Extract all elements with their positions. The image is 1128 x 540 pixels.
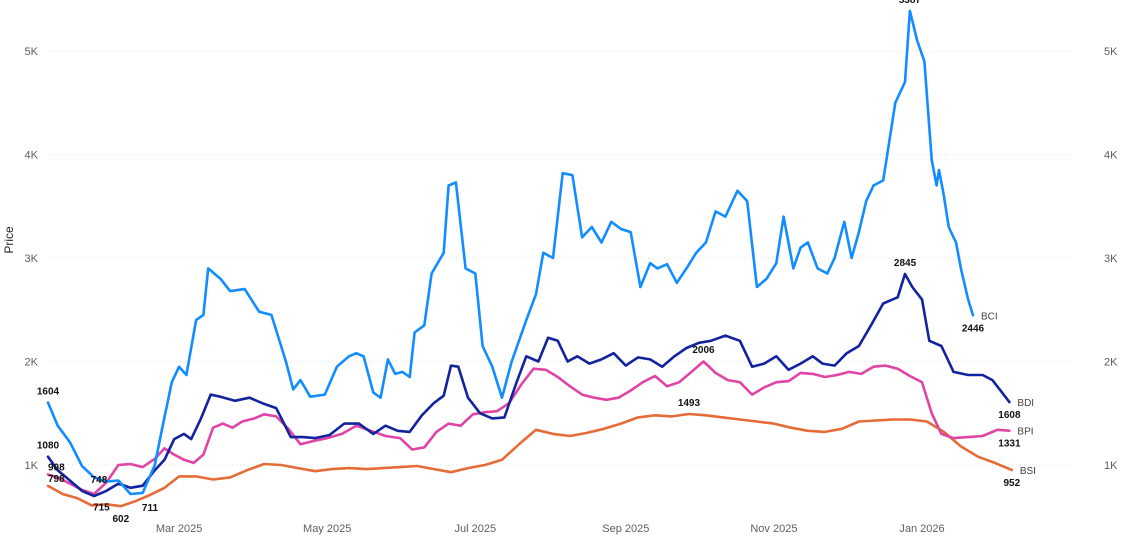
y-tick-left: 5K — [25, 46, 39, 58]
data-label-bsi: 952 — [1003, 478, 1020, 489]
data-label-bci: 1604 — [37, 386, 60, 397]
data-label-bci: 2446 — [962, 323, 985, 334]
y-axis-right: 1K 2K 3K 4K 5K — [1104, 46, 1118, 472]
data-label-bsi: 711 — [142, 503, 159, 514]
x-tick: Jan 2026 — [899, 523, 944, 535]
gridlines — [48, 50, 1072, 466]
y-tick-left: 1K — [25, 460, 39, 472]
series-line-bsi — [46, 412, 1014, 508]
y-tick-left: 4K — [25, 150, 39, 162]
x-tick: Nov 2025 — [750, 523, 797, 535]
data-label-bdi: 1608 — [998, 410, 1021, 421]
series-label-bpi: BPI — [1017, 427, 1033, 438]
data-label-bpi: 908 — [48, 463, 65, 474]
data-label-bci: 5387 — [899, 0, 922, 6]
data-label-bsi: 715 — [93, 502, 110, 513]
series-label-bsi: BSI — [1020, 466, 1036, 477]
data-label-bdi: 1080 — [37, 441, 60, 452]
data-label-bdi: 602 — [112, 514, 129, 525]
data-label-bsi: 798 — [48, 474, 65, 485]
x-tick: Mar 2025 — [156, 523, 202, 535]
y-tick-left: 2K — [25, 357, 39, 369]
series-line-bpi — [46, 360, 1011, 496]
y-tick-right: 2K — [1104, 357, 1118, 369]
y-axis-left: 1K 2K 3K 4K 5K — [25, 46, 39, 472]
x-axis: Mar 2025 May 2025 Jul 2025 Sep 2025 Nov 2025… — [156, 523, 945, 535]
x-tick: Sep 2025 — [602, 523, 649, 535]
series-label-bci: BCI — [981, 311, 998, 322]
data-label-bdi: 2845 — [894, 258, 917, 269]
y-tick-right: 1K — [1104, 460, 1118, 472]
series-label-bdi: BDI — [1017, 398, 1034, 409]
series-end-labels: BCI BDI BPI BSI — [981, 311, 1036, 477]
y-axis-title: Price — [2, 226, 16, 254]
data-label-bsi: 1493 — [678, 398, 701, 409]
data-label-bpi: 2006 — [692, 345, 715, 356]
data-label-bpi: 1331 — [998, 439, 1021, 450]
y-tick-right: 5K — [1104, 46, 1118, 58]
series-line-bci — [46, 9, 975, 496]
data-label-bci: 748 — [91, 475, 108, 486]
x-tick: May 2025 — [303, 523, 351, 535]
series-line-bdi — [46, 272, 1011, 498]
y-tick-right: 3K — [1104, 253, 1118, 265]
y-tick-right: 4K — [1104, 150, 1118, 162]
series-lines — [46, 9, 1014, 508]
x-tick: Jul 2025 — [454, 523, 496, 535]
y-tick-left: 3K — [25, 253, 39, 265]
